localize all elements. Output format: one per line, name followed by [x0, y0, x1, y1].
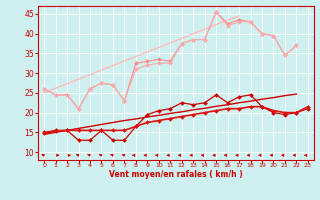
X-axis label: Vent moyen/en rafales ( km/h ): Vent moyen/en rafales ( km/h ) — [109, 170, 243, 179]
